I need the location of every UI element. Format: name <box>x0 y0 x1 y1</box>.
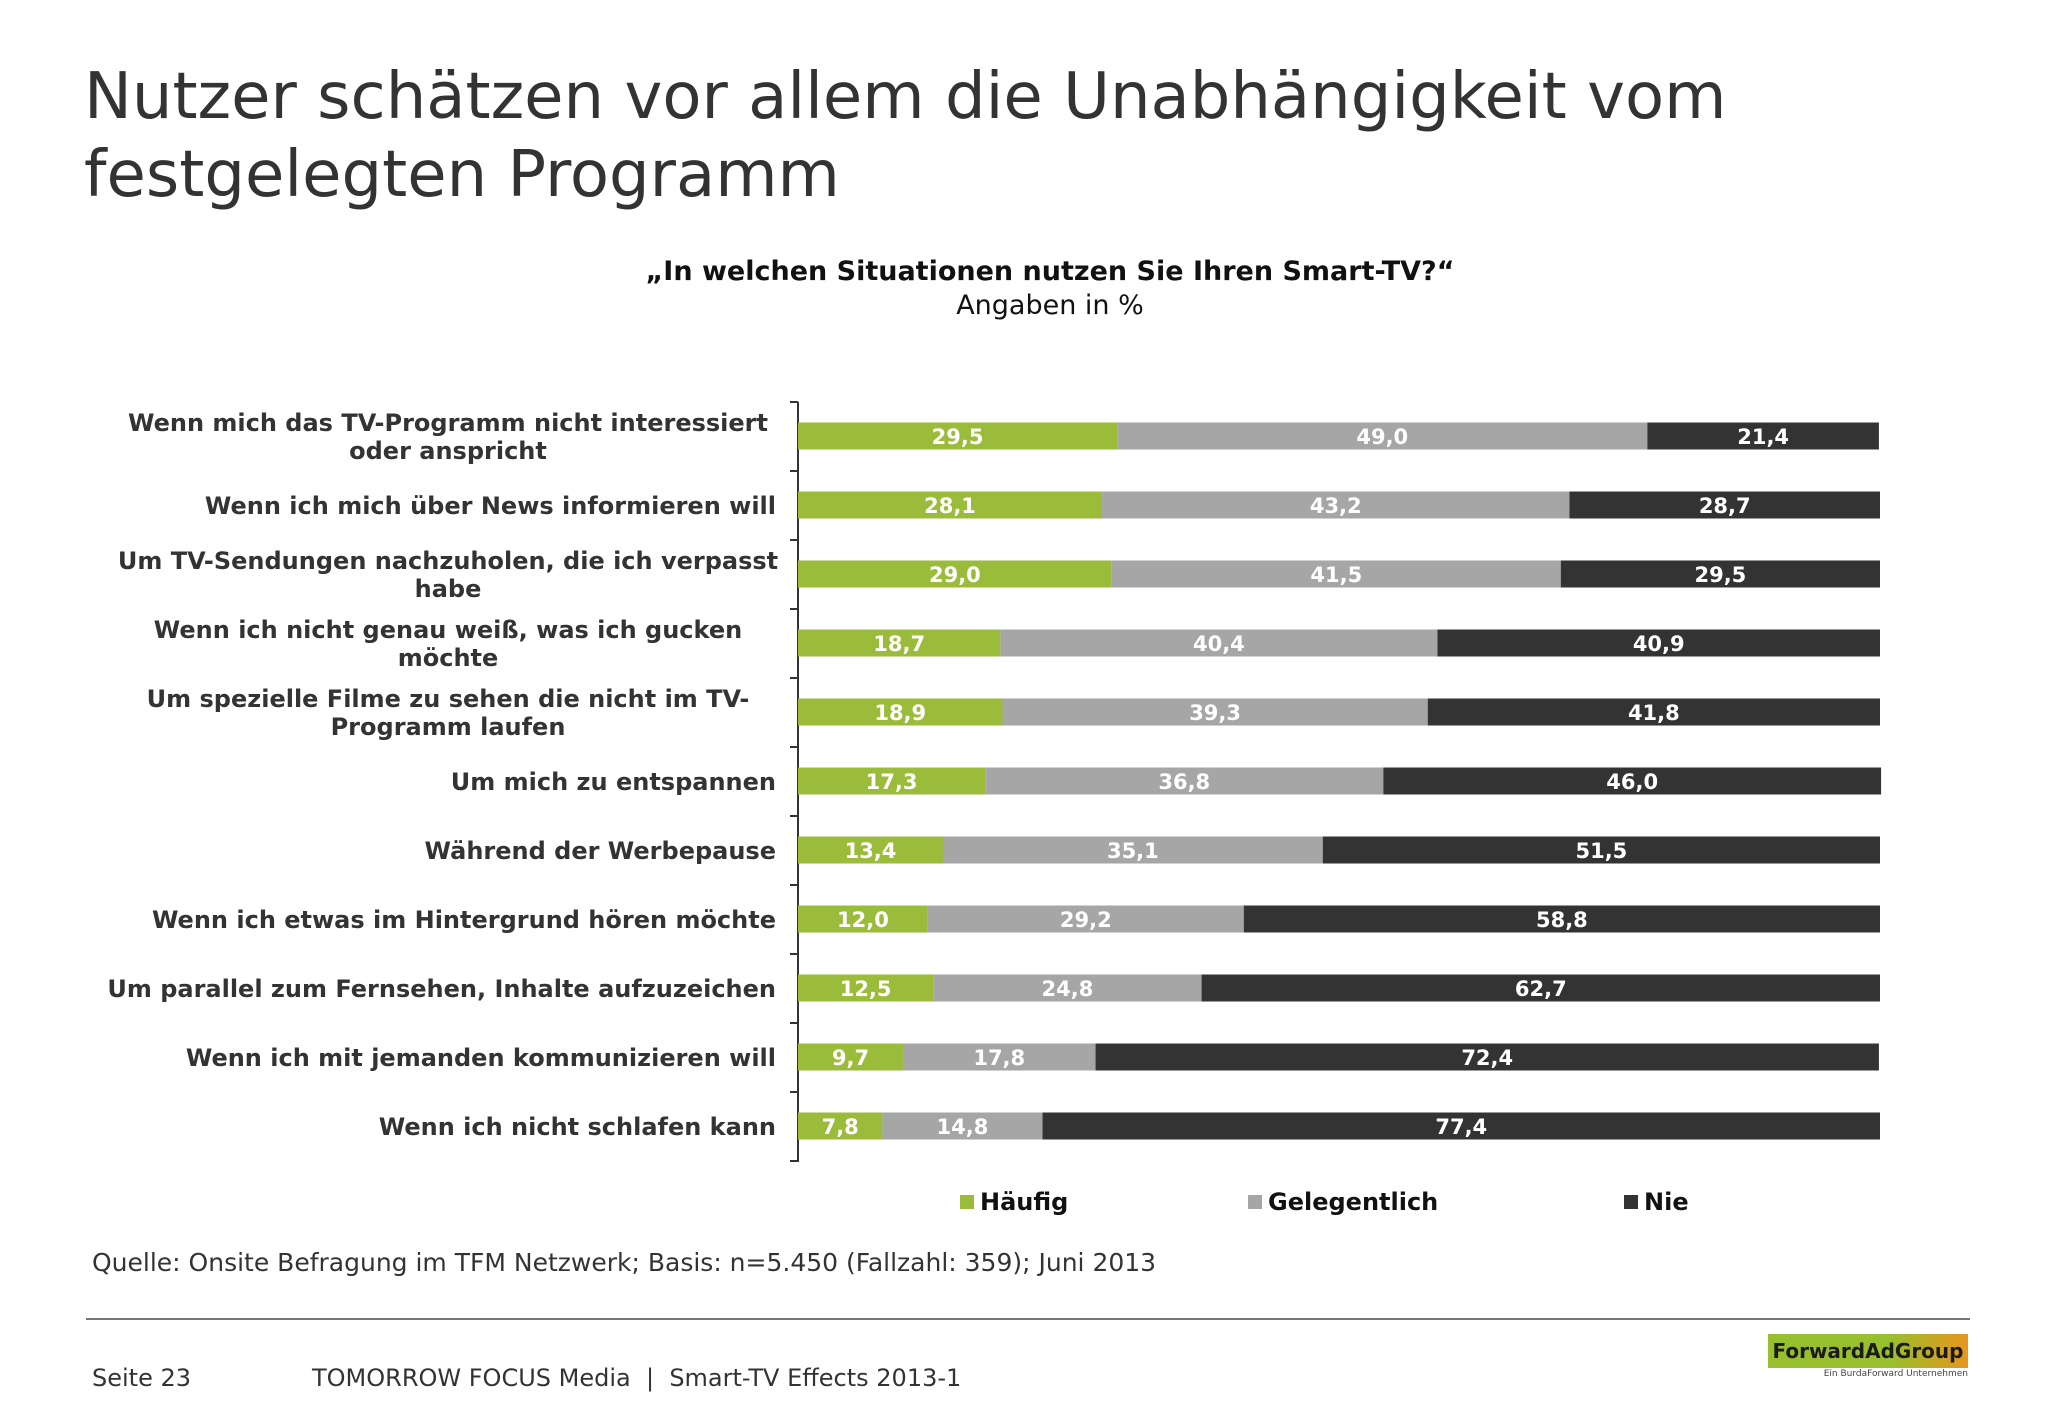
category-label: Während der Werbepause <box>425 837 777 865</box>
footer-divider <box>86 1318 1970 1320</box>
data-label: 18,9 <box>874 701 926 725</box>
bar-segment <box>882 1112 1043 1140</box>
category-label: Wenn ich mich über News informieren will <box>205 492 776 520</box>
data-label: 40,9 <box>1633 632 1685 656</box>
legend-label: Häufig <box>980 1188 1068 1216</box>
data-label: 17,3 <box>866 770 918 794</box>
bar-segment <box>1243 905 1880 933</box>
bar-segment <box>933 974 1202 1002</box>
page-number: Seite 23 <box>92 1364 192 1392</box>
page-title: Nutzer schätzen vor allem die Unabhängig… <box>84 60 1727 212</box>
bar-segment <box>798 698 1003 726</box>
category-label: Wenn ich etwas im Hintergrund hören möch… <box>152 906 776 934</box>
data-label: 39,3 <box>1189 701 1241 725</box>
category-label: Wenn mich das TV-Programm nicht interess… <box>128 409 768 465</box>
category-label: Wenn ich nicht schlafen kann <box>379 1113 776 1141</box>
data-label: 12,0 <box>837 908 889 932</box>
bar-segment <box>1095 1043 1879 1071</box>
data-label: 17,8 <box>973 1046 1025 1070</box>
data-label: 29,0 <box>929 563 981 587</box>
data-label: 62,7 <box>1515 977 1567 1001</box>
data-label: 41,5 <box>1310 563 1362 587</box>
source-note: Quelle: Onsite Befragung im TFM Netzwerk… <box>92 1248 1157 1277</box>
bar-segment <box>1437 629 1880 657</box>
data-label: 29,2 <box>1060 908 1112 932</box>
data-label: 12,5 <box>840 977 892 1001</box>
bar-segment <box>1042 1112 1880 1140</box>
bar-segment <box>798 491 1103 519</box>
bar-segment <box>1117 422 1648 450</box>
bar-segment <box>798 629 1001 657</box>
bar-segment <box>902 1043 1096 1071</box>
data-label: 51,5 <box>1575 839 1627 863</box>
data-label: 29,5 <box>932 425 984 449</box>
bar-segment <box>798 1043 903 1071</box>
data-label: 18,7 <box>873 632 925 656</box>
category-label: Um parallel zum Fernsehen, Inhalte aufzu… <box>107 975 776 1003</box>
bar-segment <box>798 836 943 864</box>
bar-segment <box>985 767 1384 795</box>
bar-segment <box>1560 560 1880 588</box>
chart-subtitle: Angaben in % <box>956 290 1144 321</box>
data-label: 72,4 <box>1461 1046 1513 1070</box>
data-label: 13,4 <box>845 839 897 863</box>
bar-segment <box>798 560 1112 588</box>
bar-segment <box>1647 422 1879 450</box>
bar-segment <box>798 767 986 795</box>
legend-swatch <box>960 1195 974 1209</box>
category-label: Um mich zu entspannen <box>451 768 776 796</box>
legend-label: Nie <box>1644 1188 1689 1216</box>
bar-segment <box>798 905 928 933</box>
category-label: Wenn ich nicht genau weiß, was ich gucke… <box>154 616 742 672</box>
category-label: Um spezielle Filme zu sehen die nicht im… <box>147 685 750 741</box>
bar-segment <box>798 974 934 1002</box>
forwardadgroup-logo: ForwardAdGroup <box>1768 1334 1968 1368</box>
bar-segment <box>1102 491 1570 519</box>
footer-text: TOMORROW FOCUS Media | Smart-TV Effects … <box>312 1364 962 1392</box>
legend-swatch <box>1248 1195 1262 1209</box>
bar-segment <box>1383 767 1882 795</box>
chart-title: „In welchen Situationen nutzen Sie Ihren… <box>645 256 1455 287</box>
bar-segment <box>1322 836 1880 864</box>
data-label: 9,7 <box>832 1046 869 1070</box>
bar-segment <box>798 1112 883 1140</box>
data-label: 35,1 <box>1107 839 1159 863</box>
data-label: 28,7 <box>1699 494 1751 518</box>
data-label: 24,8 <box>1042 977 1094 1001</box>
data-label: 36,8 <box>1158 770 1210 794</box>
logo-subtext: Ein BurdaForward Unternehmen <box>1823 1369 1968 1379</box>
data-label: 28,1 <box>924 494 976 518</box>
data-label: 46,0 <box>1606 770 1658 794</box>
bar-segment <box>798 422 1118 450</box>
bar-segment <box>1002 698 1428 726</box>
bar-segment <box>1201 974 1880 1002</box>
data-label: 40,4 <box>1193 632 1245 656</box>
bar-segment <box>942 836 1323 864</box>
stacked-bar-chart: Wenn mich das TV-Programm nicht interess… <box>107 401 1882 1216</box>
data-label: 58,8 <box>1536 908 1588 932</box>
data-label: 29,5 <box>1694 563 1746 587</box>
data-label: 14,8 <box>937 1115 989 1139</box>
data-label: 77,4 <box>1435 1115 1487 1139</box>
bar-segment <box>1427 698 1880 726</box>
data-label: 41,8 <box>1628 701 1680 725</box>
data-label: 7,8 <box>822 1115 859 1139</box>
data-label: 49,0 <box>1356 425 1408 449</box>
legend-swatch <box>1624 1195 1638 1209</box>
category-label: Wenn ich mit jemanden kommunizieren will <box>186 1044 776 1072</box>
bar-segment <box>927 905 1244 933</box>
data-label: 43,2 <box>1310 494 1362 518</box>
bar-segment <box>1111 560 1561 588</box>
category-label: Um TV-Sendungen nachzuholen, die ich ver… <box>118 547 778 603</box>
bar-segment <box>1569 491 1880 519</box>
data-label: 21,4 <box>1737 425 1789 449</box>
legend-label: Gelegentlich <box>1268 1188 1438 1216</box>
bar-segment <box>1000 629 1438 657</box>
